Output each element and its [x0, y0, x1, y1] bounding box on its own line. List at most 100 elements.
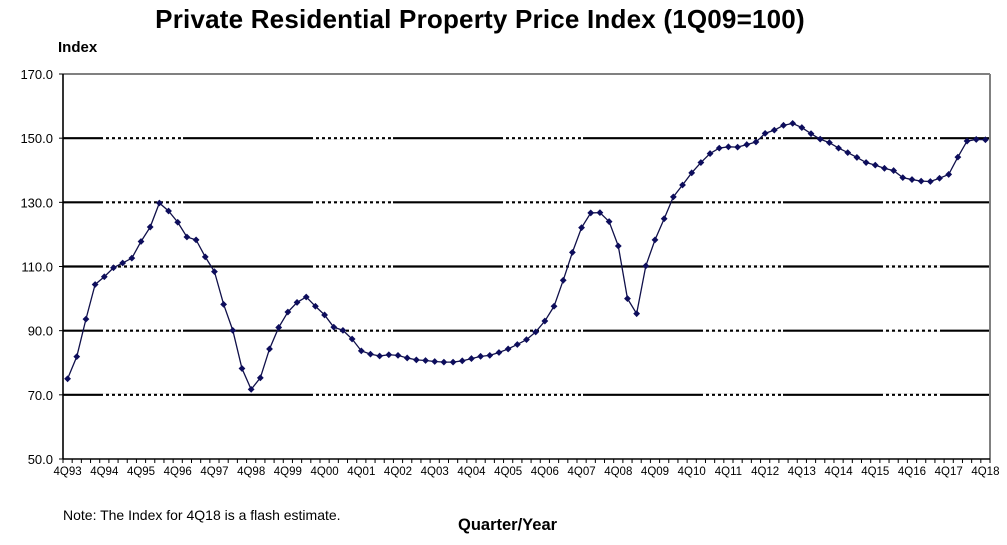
data-point-2Q96 [155, 199, 163, 207]
data-point-2Q00 [302, 293, 310, 301]
data-point-3Q99 [275, 324, 283, 331]
data-point-1Q98 [220, 300, 228, 308]
data-point-4Q99 [284, 308, 292, 316]
data-point-1Q08 [587, 209, 595, 217]
data-point-4Q95 [137, 238, 145, 245]
data-point-3Q96 [165, 207, 172, 215]
data-point-1Q13 [770, 126, 778, 134]
data-point-2Q17 [926, 178, 934, 185]
data-point-4Q96 [174, 218, 182, 226]
data-point-1Q15 [844, 149, 852, 157]
data-point-3Q17 [936, 174, 943, 182]
data-point-3Q01 [348, 335, 356, 343]
data-point-4Q06 [541, 317, 549, 325]
x-tick-label: 4Q09 [641, 466, 669, 478]
data-point-3Q08 [605, 218, 613, 225]
data-point-2Q94 [82, 315, 90, 323]
x-tick-label: 4Q97 [200, 466, 228, 478]
data-point-4Q04 [468, 355, 475, 362]
y-tick-label: 130.0 [20, 195, 53, 210]
data-point-1Q11 [697, 159, 705, 166]
x-tick-label: 4Q99 [274, 466, 302, 478]
y-tick-label: 150.0 [20, 131, 53, 146]
data-point-4Q03 [431, 358, 439, 365]
data-point-3Q97 [201, 253, 209, 261]
data-point-4Q94 [100, 273, 108, 281]
data-point-2Q18 [963, 137, 971, 145]
data-point-1Q14 [807, 130, 815, 138]
data-point-4Q14 [835, 144, 842, 152]
data-point-1Q00 [293, 299, 301, 306]
data-point-2Q14 [816, 135, 824, 143]
data-point-1Q10 [660, 215, 668, 223]
x-tick-label: 4Q04 [457, 466, 486, 478]
data-point-3Q04 [458, 357, 466, 365]
data-point-3Q94 [91, 281, 99, 288]
data-point-1Q16 [881, 164, 888, 172]
x-axis: 4Q93 4Q94 4Q95 4Q96 4Q97 4Q98 4Q99 4Q00 4Q01 4Q02… [54, 459, 999, 478]
data-point-4Q02 [394, 351, 402, 359]
data-point-1Q12 [734, 143, 741, 151]
data-point-3Q18 [972, 136, 980, 143]
data-point-1Q96 [146, 223, 154, 231]
x-tick-label: 4Q93 [54, 466, 82, 478]
data-point-1Q01 [330, 323, 338, 331]
x-tick-label: 4Q02 [384, 466, 412, 478]
data-point-2Q99 [266, 345, 273, 353]
data-point-4Q08 [614, 242, 622, 250]
data-point-1Q07 [550, 302, 558, 310]
data-point-4Q16 [908, 176, 916, 183]
data-point-3Q16 [899, 174, 907, 182]
data-point-1Q94 [73, 353, 81, 361]
x-tick-label: 4Q01 [347, 466, 375, 478]
data-point-2Q10 [669, 193, 677, 201]
data-point-3Q11 [715, 144, 723, 152]
x-tick-label: 4Q06 [531, 466, 559, 478]
y-axis-title: Index [58, 39, 98, 56]
data-point-1Q03 [403, 354, 411, 362]
data-point-4Q00 [321, 311, 328, 319]
data-point-3Q03 [422, 357, 429, 364]
data-point-3Q13 [789, 120, 797, 127]
data-point-2Q11 [706, 150, 714, 157]
y-tick-label: 110.0 [21, 260, 53, 275]
gridlines [63, 136, 990, 397]
data-point-4Q05 [504, 345, 512, 353]
data-point-3Q12 [752, 138, 760, 146]
data-point-1Q97 [183, 233, 191, 241]
data-point-1Q02 [367, 350, 374, 358]
data-point-2Q13 [780, 121, 787, 129]
y-tick-label: 90.0 [28, 324, 53, 339]
y-tick-label: 70.0 [28, 388, 53, 403]
data-point-3Q10 [679, 181, 686, 189]
data-point-1Q95 [110, 264, 117, 272]
data-point-2Q08 [596, 209, 604, 216]
data-point-4Q15 [871, 161, 879, 169]
data-point-2Q09 [633, 310, 641, 318]
data-point-3Q15 [862, 159, 870, 166]
chart-title: Private Residential Property Price Index… [155, 4, 805, 34]
data-point-2Q01 [339, 326, 347, 334]
data-point-2Q07 [559, 276, 567, 284]
x-tick-label: 4Q07 [567, 466, 595, 478]
x-tick-label: 4Q15 [861, 466, 889, 478]
x-tick-label: 4Q98 [237, 466, 265, 478]
data-point-1Q09 [624, 295, 631, 302]
data-point-3Q98 [238, 365, 246, 372]
data-point-2Q16 [890, 167, 898, 174]
x-tick-label: 4Q12 [751, 466, 779, 478]
data-point-4Q17 [945, 171, 953, 178]
x-tick-label: 4Q03 [421, 466, 449, 478]
data-point-2Q04 [449, 358, 457, 366]
data-point-2Q06 [523, 336, 530, 344]
series [64, 120, 989, 393]
data-point-2Q15 [853, 154, 861, 161]
x-tick-label: 4Q11 [715, 466, 742, 478]
x-tick-label: 4Q95 [127, 466, 155, 478]
x-axis-title: Quarter/Year [458, 516, 558, 534]
data-point-2Q05 [486, 351, 494, 359]
data-point-4Q07 [578, 224, 585, 232]
y-tick-label: 170.0 [20, 67, 53, 82]
data-point-2Q03 [412, 356, 420, 364]
